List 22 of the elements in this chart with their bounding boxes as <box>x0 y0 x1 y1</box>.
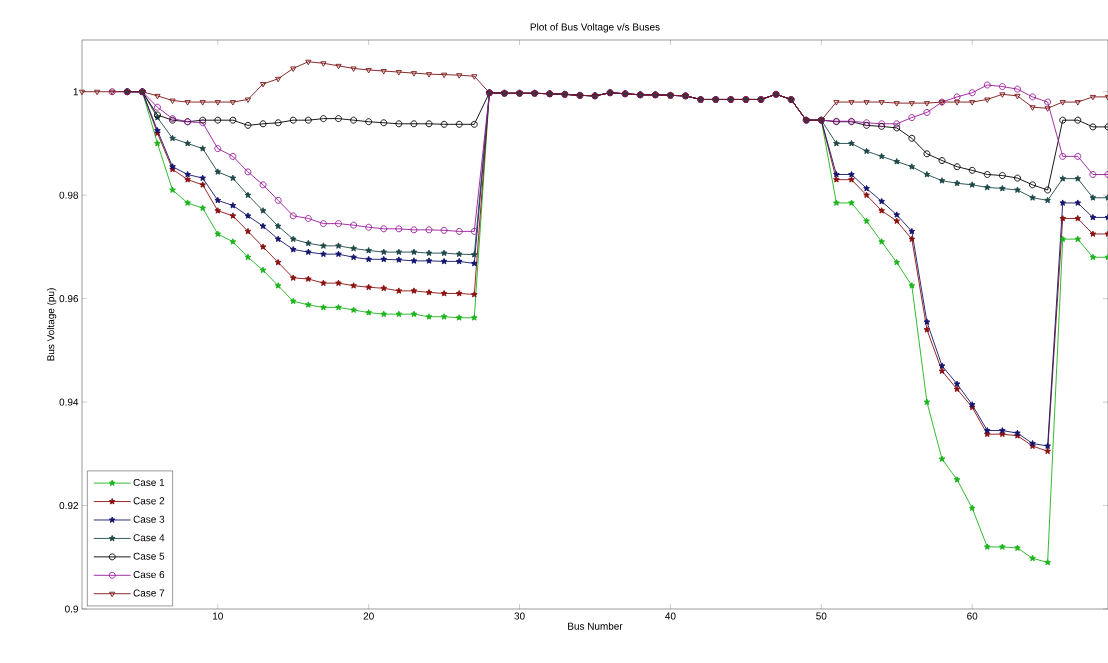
y-axis-title: Bus Voltage (pu) <box>46 288 57 361</box>
y-tick-label: 0.98 <box>59 191 79 199</box>
legend-label: Case 3 <box>133 515 165 523</box>
x-tick-label: 60 <box>967 612 978 620</box>
chart-title: Plot of Bus Voltage v/s Buses <box>530 23 660 33</box>
x-tick-label: 10 <box>213 612 223 620</box>
legend-label: Case 2 <box>133 497 165 505</box>
x-tick-label: 20 <box>363 612 374 620</box>
legend-label: Case 1 <box>133 478 165 486</box>
x-axis-title: Bus Number <box>568 622 623 630</box>
x-tick-label: 30 <box>514 612 525 620</box>
legend-label: Case 7 <box>133 589 165 597</box>
y-tick-label: 0.96 <box>59 295 79 303</box>
legend-label: Case 4 <box>133 534 165 542</box>
y-tick-label: 1 <box>73 88 78 96</box>
y-tick-label: 0.94 <box>59 398 79 406</box>
y-tick-label: 0.92 <box>59 502 78 510</box>
x-tick-label: 40 <box>665 612 676 620</box>
legend-label: Case 6 <box>133 571 165 579</box>
y-tick-label: 0.9 <box>65 605 79 613</box>
legend-label: Case 5 <box>133 552 165 560</box>
x-tick-label: 50 <box>816 612 827 620</box>
